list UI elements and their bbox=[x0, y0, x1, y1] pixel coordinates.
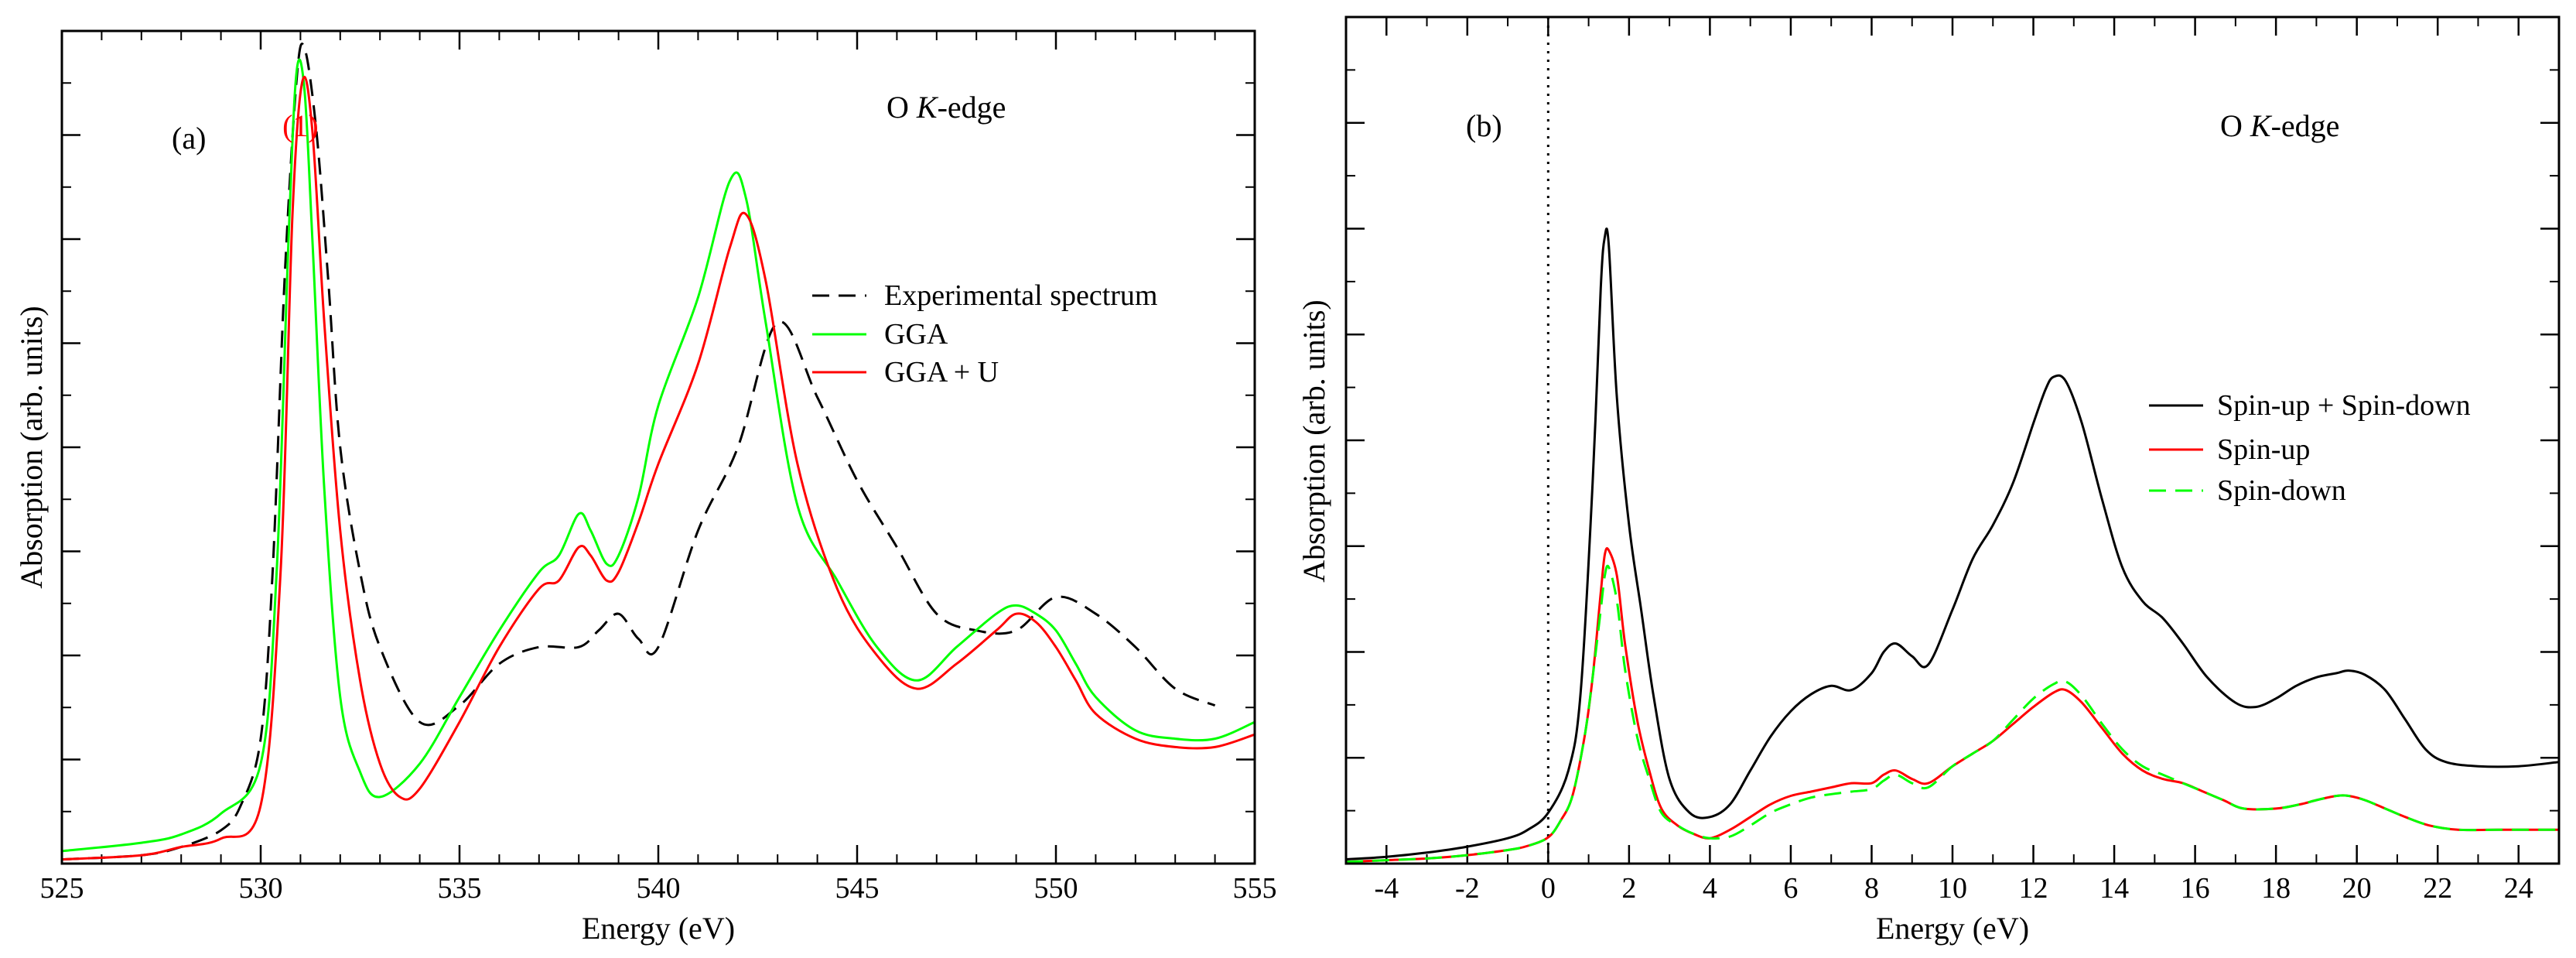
x-tick-label: 4 bbox=[1703, 872, 1717, 905]
x-tick-label: 18 bbox=[2261, 872, 2291, 905]
panel-b-x-ticks bbox=[1345, 17, 2560, 864]
panel-b-x-tick-labels: -4 -2 0 2 4 6 8 10 12 14 16 18 20 22 24 bbox=[1374, 872, 2533, 905]
panel-b: -4 -2 0 2 4 6 8 10 12 14 16 18 20 22 24 Energy (eV) Ab… bbox=[1297, 15, 2561, 946]
legend-label-spin-total: Spin-up + Spin-down bbox=[2217, 389, 2471, 422]
x-tick-label: 530 bbox=[239, 872, 283, 905]
x-tick-label: 6 bbox=[1783, 872, 1798, 905]
panel-a-frame bbox=[60, 29, 1256, 865]
panel-a-legend: Experimental spectrum GGA GGA + U bbox=[812, 279, 1158, 388]
panel-a: 525 530 535 540 545 550 555 Energy (eV) Absorp… bbox=[14, 29, 1277, 946]
annotation-element: O bbox=[2220, 108, 2250, 143]
x-tick-label: 22 bbox=[2423, 872, 2452, 905]
x-tick-label: 555 bbox=[1233, 872, 1277, 905]
x-tick-label: 535 bbox=[438, 872, 482, 905]
panel-b-y-ticks bbox=[1346, 69, 2559, 812]
legend-label-gga-u: GGA + U bbox=[884, 356, 999, 388]
x-tick-label: 24 bbox=[2504, 872, 2533, 905]
x-tick-label: 545 bbox=[835, 872, 880, 905]
x-tick-label: 0 bbox=[1541, 872, 1556, 905]
annotation-edge: -edge bbox=[2271, 108, 2340, 143]
annotation-element: O bbox=[887, 90, 917, 125]
panel-b-legend: Spin-up + Spin-down Spin-up Spin-down bbox=[2149, 389, 2471, 507]
panel-a-y-ticks bbox=[62, 82, 1255, 813]
x-tick-label: -4 bbox=[1374, 872, 1399, 905]
x-tick-label: 12 bbox=[2019, 872, 2048, 905]
x-tick-label: 550 bbox=[1034, 872, 1078, 905]
series-line-experimental-spectrum bbox=[62, 43, 1216, 861]
legend-label-experimental: Experimental spectrum bbox=[884, 279, 1158, 312]
panel-a-label: (a) bbox=[172, 121, 206, 156]
annotation-k: K bbox=[916, 90, 939, 125]
legend-label-spin-up: Spin-up bbox=[2217, 433, 2310, 466]
panel-a-x-axis-label: Energy (eV) bbox=[582, 911, 735, 946]
annotation-k: K bbox=[2250, 108, 2273, 143]
x-tick-label: 2 bbox=[1621, 872, 1636, 905]
panel-b-annotation: O K-edge bbox=[2220, 108, 2339, 143]
panel-a-x-tick-labels: 525 530 535 540 545 550 555 bbox=[40, 872, 1277, 905]
panel-a-peak-label: (1) bbox=[282, 108, 319, 143]
panel-b-series bbox=[1346, 227, 2559, 864]
x-tick-label: 20 bbox=[2342, 872, 2372, 905]
legend-label-gga: GGA bbox=[884, 318, 948, 351]
series-line-spin-down bbox=[1346, 564, 2559, 864]
panel-a-annotation: O K-edge bbox=[887, 90, 1006, 125]
x-tick-label: 540 bbox=[637, 872, 681, 905]
x-tick-label: 14 bbox=[2099, 872, 2129, 905]
series-line-gga-u bbox=[62, 75, 1255, 861]
panel-b-label: (b) bbox=[1466, 108, 1502, 143]
panel-a-y-axis-label: Absorption (arb. units) bbox=[14, 306, 49, 589]
legend-label-spin-down: Spin-down bbox=[2217, 474, 2346, 507]
panel-b-x-axis-label: Energy (eV) bbox=[1876, 911, 2029, 946]
x-tick-label: 10 bbox=[1938, 872, 1967, 905]
x-tick-label: -2 bbox=[1455, 872, 1480, 905]
panel-b-frame bbox=[1344, 15, 2561, 865]
panel-b-y-axis-label: Absorption (arb. units) bbox=[1297, 299, 1331, 583]
x-tick-label: 8 bbox=[1864, 872, 1879, 905]
panel-a-series bbox=[62, 43, 1255, 861]
annotation-edge: -edge bbox=[938, 90, 1006, 125]
x-tick-label: 525 bbox=[40, 872, 84, 905]
series-line-spin-up-spin-down bbox=[1346, 227, 2559, 860]
series-line-gga bbox=[62, 58, 1255, 853]
x-tick-label: 16 bbox=[2181, 872, 2210, 905]
